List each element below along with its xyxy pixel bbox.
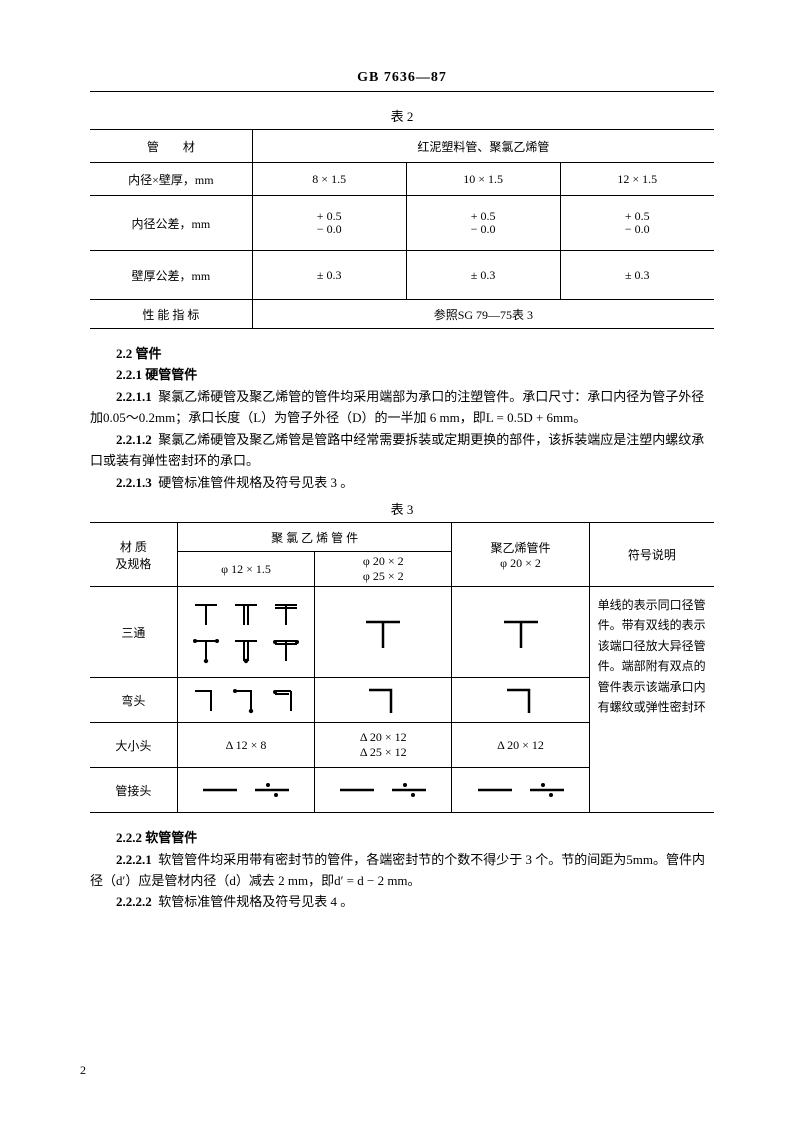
sec-2-2-2-2-text: 软管标准管件规格及符号见表 4 。 bbox=[158, 894, 353, 909]
sec-2-2: 2.2 管件 bbox=[116, 346, 162, 361]
sec-2-2-1-3-text: 硬管标准管件规格及符号见表 3 。 bbox=[158, 475, 353, 490]
table3-row-bend-c2 bbox=[315, 678, 452, 723]
table2-r1-c2: 10 × 1.5 bbox=[406, 163, 560, 196]
elbow-icon bbox=[191, 685, 221, 715]
tee-icon bbox=[271, 599, 301, 629]
table3-notes: 单线的表示同口径管件。带有双线的表示该端口径放大异径管件。端部附有双点的管件表示… bbox=[589, 587, 714, 813]
joint-icon bbox=[526, 780, 568, 800]
header-code: GB 7636—87 bbox=[90, 70, 714, 92]
table2-r1-label: 内径×壁厚，mm bbox=[90, 163, 252, 196]
sec-2-2-2-2-num: 2.2.2.2 bbox=[116, 894, 152, 909]
sec-2-2-1: 2.2.1 硬管管件 bbox=[116, 367, 197, 382]
table3-row-bend-c1 bbox=[177, 678, 314, 723]
sec-2-2-2-1-num: 2.2.2.1 bbox=[116, 852, 152, 867]
table3-row-join-c1 bbox=[177, 768, 314, 813]
sec-2-2-1-1-text: 聚氯乙烯硬管及聚乙烯管的管件均采用端部为承口的注塑管件。承口尺寸：承口内径为管子… bbox=[90, 389, 704, 425]
page: GB 7636—87 表 2 管 材 红泥塑料管、聚氯乙烯管 内径×壁厚，mm … bbox=[0, 0, 794, 1123]
sec-2-2-1-2-num: 2.2.1.2 bbox=[116, 432, 152, 447]
elbow-icon bbox=[271, 685, 301, 715]
table2-r1-c3: 12 × 1.5 bbox=[560, 163, 714, 196]
table3: 材 质 及规格 聚 氯 乙 烯 管 件 聚乙烯管件 φ 20 × 2 符号说明 … bbox=[90, 522, 714, 813]
table3-row-join-c3 bbox=[452, 768, 589, 813]
table3-row-tee-c3 bbox=[452, 587, 589, 678]
table3-caption: 表 3 bbox=[90, 499, 714, 518]
sec-2-2-1-3-num: 2.2.1.3 bbox=[116, 475, 152, 490]
table3-row-bend-label: 弯头 bbox=[90, 678, 177, 723]
joint-icon bbox=[251, 780, 293, 800]
table3-row-join-c2 bbox=[315, 768, 452, 813]
table3-hdr-material: 材 质 及规格 bbox=[90, 523, 177, 587]
table2-caption: 表 2 bbox=[90, 106, 714, 125]
table2-r2-c2: + 0.5− 0.0 bbox=[406, 196, 560, 251]
tee-icon bbox=[191, 599, 221, 629]
table2-r2-c1: + 0.5− 0.0 bbox=[252, 196, 406, 251]
joint-icon bbox=[336, 780, 378, 800]
elbow-icon bbox=[363, 683, 403, 717]
table2-r2-c3: + 0.5− 0.0 bbox=[560, 196, 714, 251]
elbow-icon bbox=[231, 685, 261, 715]
table3-row-red-label: 大小头 bbox=[90, 723, 177, 768]
joint-icon bbox=[199, 780, 241, 800]
table3-row-tee-c1 bbox=[177, 587, 314, 678]
tee-icon bbox=[498, 612, 544, 652]
table2-r3-label: 壁厚公差，mm bbox=[90, 251, 252, 300]
body-text-1: 2.2 管件 2.2.1 硬管管件 2.2.1.1 聚氯乙烯硬管及聚乙烯管的管件… bbox=[90, 343, 714, 493]
table3-hdr-pvc-a: φ 12 × 1.5 bbox=[177, 552, 314, 587]
sec-2-2-1-1-num: 2.2.1.1 bbox=[116, 389, 152, 404]
joint-icon bbox=[474, 780, 516, 800]
table2-r3-c1: ± 0.3 bbox=[252, 251, 406, 300]
table2-r4-c: 参照SG 79—75表 3 bbox=[252, 300, 714, 329]
tee-icon bbox=[231, 635, 261, 665]
table2-r2-label: 内径公差，mm bbox=[90, 196, 252, 251]
table3-row-bend-c3 bbox=[452, 678, 589, 723]
table2-col1-header: 管 材 bbox=[90, 130, 252, 163]
tee-icon bbox=[191, 635, 221, 665]
table2: 管 材 红泥塑料管、聚氯乙烯管 内径×壁厚，mm 8 × 1.5 10 × 1.… bbox=[90, 129, 714, 329]
joint-icon bbox=[388, 780, 430, 800]
table2-r4-label: 性 能 指 标 bbox=[90, 300, 252, 329]
table3-row-tee-c2 bbox=[315, 587, 452, 678]
body-text-2: 2.2.2 软管管件 2.2.2.1 软管管件均采用带有密封节的管件，各端密封节… bbox=[90, 827, 714, 913]
table2-col2-header: 红泥塑料管、聚氯乙烯管 bbox=[252, 130, 714, 163]
table3-hdr-pvc-b: φ 20 × 2 φ 25 × 2 bbox=[315, 552, 452, 587]
tee-icon bbox=[360, 612, 406, 652]
table3-hdr-sym: 符号说明 bbox=[589, 523, 714, 587]
table3-row-tee-label: 三通 bbox=[90, 587, 177, 678]
table3-row-join-label: 管接头 bbox=[90, 768, 177, 813]
sec-2-2-1-2-text: 聚氯乙烯硬管及聚乙烯管是管路中经常需要拆装或定期更换的部件，该拆装端应是注塑内螺… bbox=[90, 432, 704, 468]
table3-hdr-pvc: 聚 氯 乙 烯 管 件 bbox=[177, 523, 452, 552]
page-number: 2 bbox=[80, 1063, 86, 1078]
tee-icon bbox=[231, 599, 261, 629]
table3-row-red-c3: Δ 20 × 12 bbox=[452, 723, 589, 768]
elbow-icon bbox=[501, 683, 541, 717]
table2-r1-c1: 8 × 1.5 bbox=[252, 163, 406, 196]
tee-icon bbox=[271, 635, 301, 665]
sec-2-2-2: 2.2.2 软管管件 bbox=[116, 830, 197, 845]
table3-row-red-c2: Δ 20 × 12 Δ 25 × 12 bbox=[315, 723, 452, 768]
table3-row-red-c1: Δ 12 × 8 bbox=[177, 723, 314, 768]
sec-2-2-2-1-text: 软管管件均采用带有密封节的管件，各端密封节的个数不得少于 3 个。节的间距为5m… bbox=[90, 852, 705, 888]
table2-r3-c3: ± 0.3 bbox=[560, 251, 714, 300]
table3-hdr-pe: 聚乙烯管件 φ 20 × 2 bbox=[452, 523, 589, 587]
table2-r3-c2: ± 0.3 bbox=[406, 251, 560, 300]
